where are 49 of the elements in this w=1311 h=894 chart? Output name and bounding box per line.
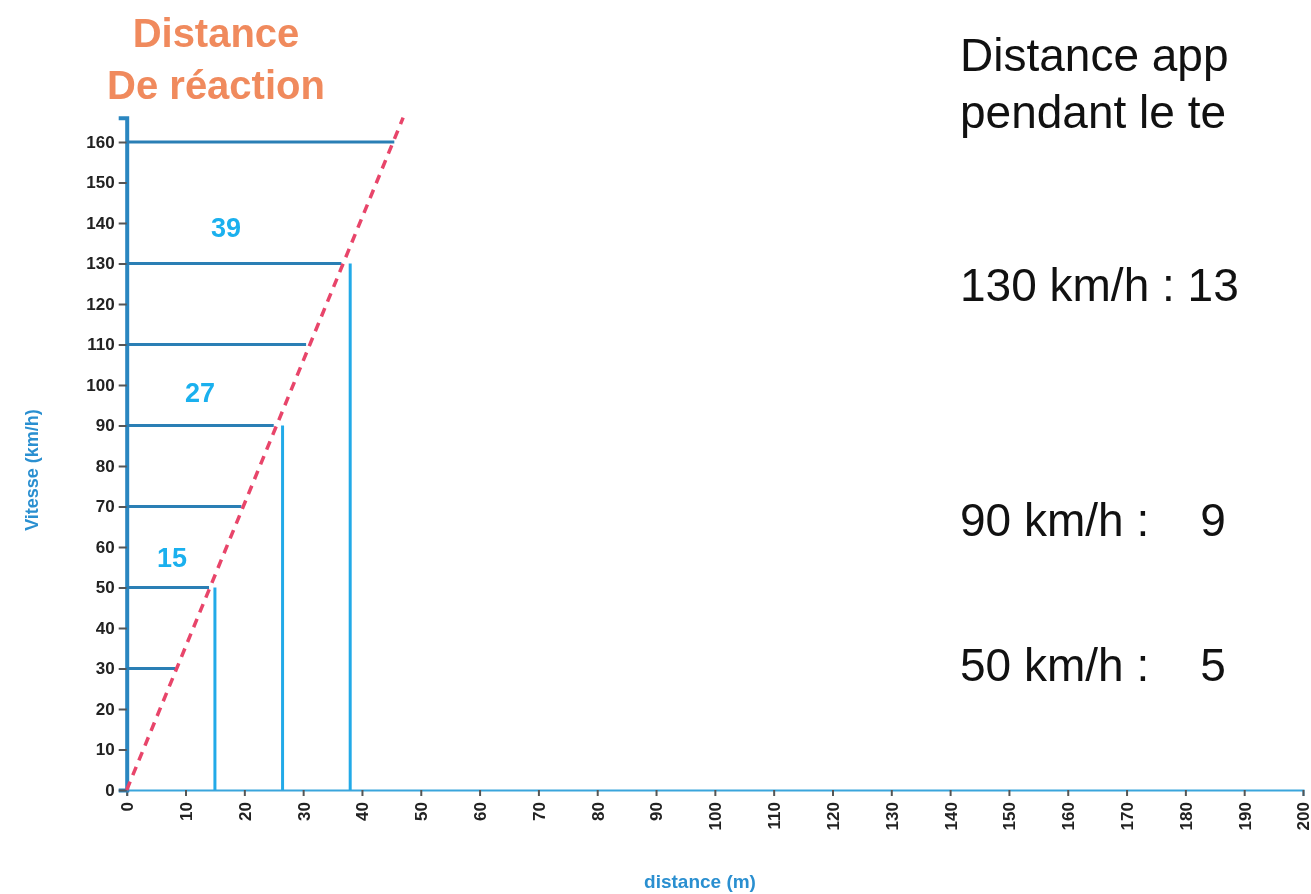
- y-tick-label: 130: [86, 254, 115, 274]
- y-tick-label: 120: [86, 294, 115, 314]
- annotation: 50 km/h : 5: [960, 639, 1226, 691]
- x-tick-label: 30: [294, 802, 314, 821]
- annotation: pendant le te: [960, 86, 1227, 138]
- y-tick-label: 160: [86, 132, 115, 152]
- y-tick-label: 50: [95, 578, 115, 598]
- x-tick-label: 200: [1294, 802, 1311, 831]
- x-tick-label: 170: [1118, 802, 1138, 831]
- x-tick-label: 50: [412, 802, 432, 821]
- x-tick-label: 10: [176, 802, 196, 821]
- x-tick-label: 80: [588, 802, 608, 821]
- y-tick-label: 60: [95, 537, 115, 557]
- y-tick-label: 30: [95, 659, 115, 679]
- annotation: 27: [184, 378, 216, 408]
- y-tick-label: 140: [86, 213, 115, 233]
- y-tick-label: 150: [86, 173, 115, 193]
- x-tick-label: 150: [1000, 802, 1020, 831]
- text: Distance app: [960, 29, 1229, 81]
- x-tick-label: 90: [647, 802, 667, 821]
- y-tick-label: 110: [87, 335, 115, 355]
- x-tick-label: 70: [529, 802, 549, 821]
- annotation: 15: [156, 543, 188, 573]
- x-tick-label: 20: [235, 802, 255, 821]
- x-tick-label: 100: [706, 802, 726, 831]
- y-tick-label: 70: [95, 497, 115, 517]
- y-tick-label: 40: [95, 618, 115, 638]
- y-tick-label: 80: [95, 456, 115, 476]
- x-tick-label: 140: [941, 802, 961, 831]
- y-tick-label: 10: [95, 740, 115, 760]
- x-tick-label: 60: [471, 802, 491, 821]
- x-tick-label: 190: [1235, 802, 1255, 831]
- x-tick-label: 40: [353, 802, 373, 821]
- annotation: 130 km/h : 13: [960, 259, 1239, 311]
- y-tick-label: 20: [95, 699, 115, 719]
- x-tick-label: 180: [1176, 802, 1196, 831]
- x-tick-label: 120: [823, 802, 843, 831]
- annotation: 90 km/h : 9: [960, 494, 1226, 546]
- y-tick-label: 100: [86, 375, 115, 395]
- x-tick-label: 130: [882, 802, 902, 831]
- x-axis-title: distance (m): [644, 871, 756, 892]
- y-tick-label: 90: [95, 416, 115, 436]
- annotation: 39: [210, 213, 242, 243]
- x-tick-label: 110: [765, 802, 785, 830]
- y-tick-label: 0: [105, 780, 115, 800]
- y-axis-title: Vitesse (km/h): [22, 409, 42, 531]
- x-tick-label: 0: [118, 802, 138, 812]
- x-tick-label: 160: [1059, 802, 1079, 831]
- chart-title: Distance De réaction: [107, 11, 325, 107]
